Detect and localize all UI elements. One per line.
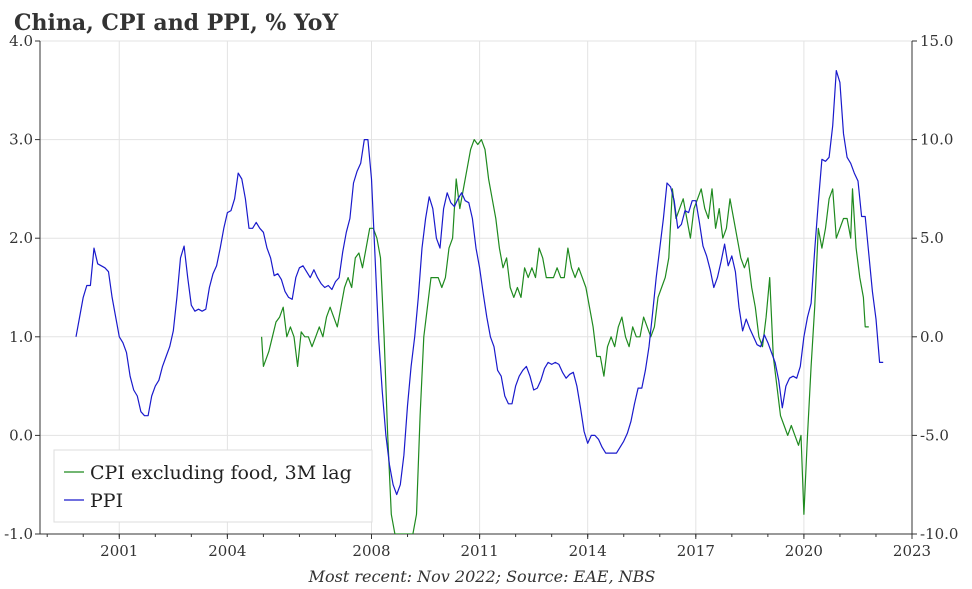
right-tick-label: -10.0	[920, 525, 958, 543]
left-tick-label: 3.0	[9, 131, 33, 149]
x-tick-label: 2023	[893, 542, 931, 560]
cpi-series-line	[261, 139, 869, 534]
series-lines	[75, 70, 884, 534]
left-tick-label: 4.0	[9, 32, 33, 50]
x-tick-label: 2020	[785, 542, 823, 560]
left-tick-label: 0.0	[9, 426, 33, 444]
chart-title: China, CPI and PPI, % YoY	[14, 10, 338, 36]
x-tick-label: 2001	[100, 542, 138, 560]
left-tick-label: -1.0	[4, 525, 33, 543]
left-tick-label: 1.0	[9, 328, 33, 346]
legend-label-ppi: PPI	[90, 490, 123, 512]
axes: -1.0 0.0 1.0 2.0 3.0 4.0 -10.0 -5.0 0.0 5.0 10.0 15…	[4, 32, 958, 560]
x-tick-label: 2017	[677, 542, 715, 560]
left-tick-label: 2.0	[9, 229, 33, 247]
right-tick-label: -5.0	[920, 426, 949, 444]
right-tick-label: 10.0	[920, 131, 953, 149]
right-tick-label: 0.0	[920, 328, 944, 346]
source-note: Most recent: Nov 2022; Source: EAE, NBS	[308, 567, 656, 586]
legend-label-cpi: CPI excluding food, 3M lag	[90, 462, 352, 484]
legend-box	[53, 449, 373, 523]
legend: CPI excluding food, 3M lag PPI	[53, 449, 373, 523]
x-tick-label: 2004	[208, 542, 246, 560]
x-tick-label: 2008	[352, 542, 390, 560]
ppi-series-line	[75, 70, 884, 496]
x-tick-label: 2011	[461, 542, 499, 560]
right-tick-label: 5.0	[920, 229, 944, 247]
x-tick-label: 2014	[569, 542, 607, 560]
right-tick-label: 15.0	[920, 32, 953, 50]
